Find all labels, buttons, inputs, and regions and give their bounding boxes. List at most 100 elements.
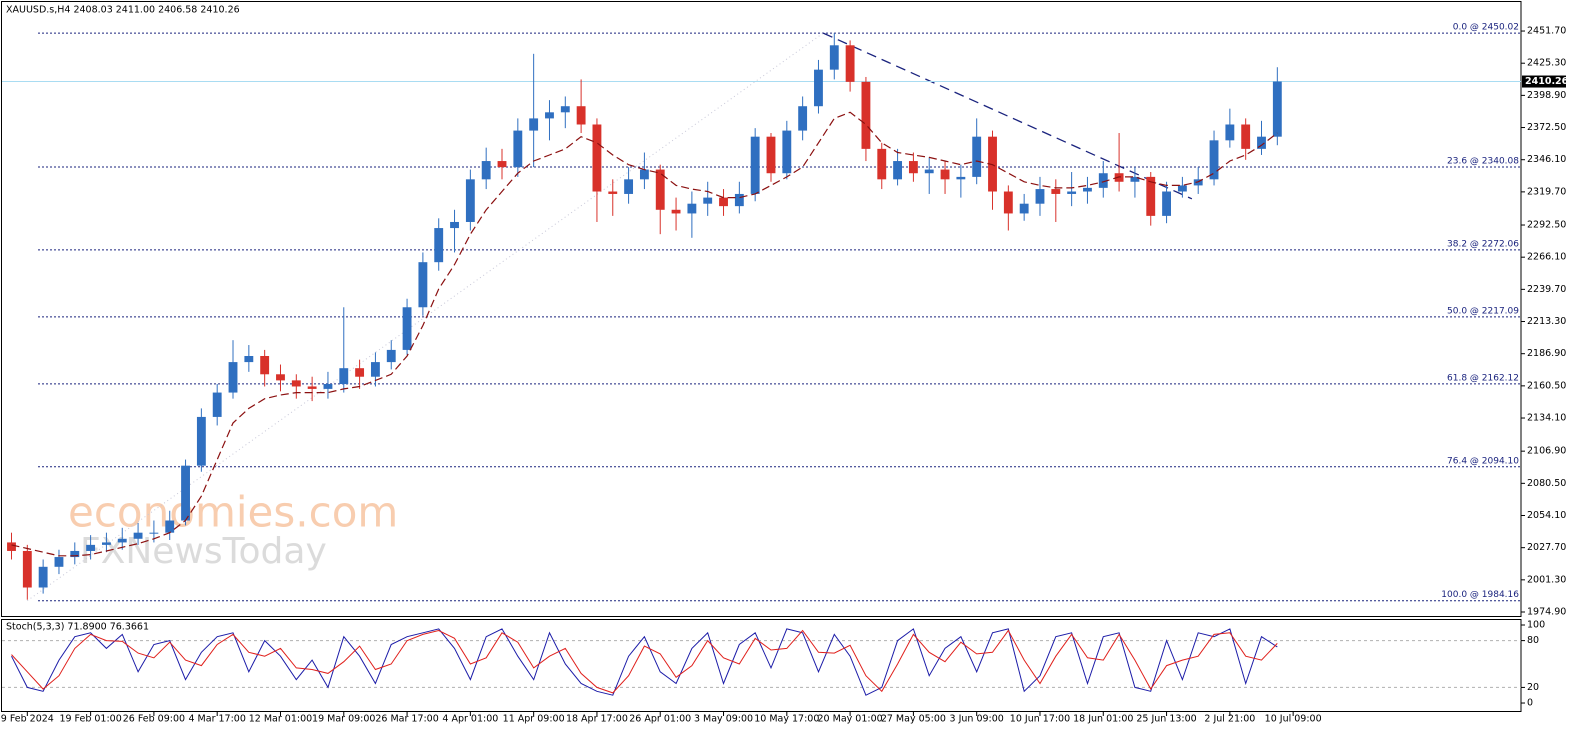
fib-label: 38.2 @ 2272.06	[1447, 239, 1519, 249]
candle-body	[798, 106, 808, 131]
candle-body	[22, 550, 32, 588]
candle-body	[845, 45, 855, 82]
x-tick-label: 4 Mar 17:00	[188, 714, 245, 725]
candle-body	[450, 221, 459, 229]
y-tick-label: 2106.90	[1527, 446, 1566, 457]
candle-body	[893, 161, 903, 180]
candle-body	[687, 203, 697, 214]
candle-body	[1241, 124, 1251, 149]
stoch-line	[11, 628, 1278, 696]
stoch-line	[11, 629, 1278, 694]
y-tick-label: 2292.50	[1527, 220, 1566, 231]
candle-body	[1019, 203, 1029, 214]
y-tick-label: 2451.70	[1527, 26, 1566, 37]
y-tick-label: 2080.50	[1527, 478, 1566, 489]
candle-body	[291, 380, 301, 387]
candle-body	[956, 176, 966, 180]
candle-body	[434, 228, 444, 263]
y-tick-label: 0	[1527, 698, 1533, 709]
y-tick-label: 2160.50	[1527, 380, 1566, 391]
candle-body	[513, 130, 523, 168]
y-tick-label: 2027.70	[1527, 542, 1566, 553]
y-tick-label: 2425.30	[1527, 58, 1566, 69]
x-tick-label: 26 Feb 09:00	[123, 714, 185, 725]
fib-anchor-line	[27, 32, 824, 602]
candle-body	[782, 130, 792, 174]
header: XAUUSD.s,H4 2408.03 2411.00 2406.58 2410…	[6, 5, 240, 16]
candle-body	[402, 307, 412, 350]
candle-body	[1209, 140, 1219, 180]
y-tick-label: 2001.30	[1527, 574, 1566, 585]
main-frame	[1, 1, 1522, 617]
candle-body	[1035, 189, 1045, 204]
candle-body	[1272, 81, 1282, 137]
candle-body	[592, 124, 602, 192]
candle-body	[1162, 191, 1171, 216]
candle-body	[465, 179, 475, 222]
candle-body	[766, 136, 776, 174]
candle-body	[196, 416, 206, 466]
candle-body	[1146, 176, 1156, 216]
candle-body	[212, 392, 222, 417]
candle-body	[1177, 185, 1187, 192]
candle-body	[639, 169, 649, 180]
candle-body	[750, 136, 760, 194]
candle-body	[228, 362, 238, 393]
x-tick-label: 25 Jun 13:00	[1136, 714, 1196, 725]
fib-label: 76.4 @ 2094.10	[1447, 456, 1519, 466]
candle-body	[624, 179, 634, 194]
candle-body	[1257, 136, 1266, 149]
candle-body	[703, 197, 713, 204]
y-tick-label: 2213.30	[1527, 316, 1566, 327]
candle-body	[529, 118, 539, 131]
y-tick-label: 20	[1527, 682, 1539, 693]
x-tick-label: 26 Apr 01:00	[629, 714, 691, 725]
x-tick-label: 18 Apr 17:00	[566, 714, 628, 725]
x-tick-label: 19 Mar 09:00	[312, 714, 375, 725]
candle-body	[7, 542, 16, 551]
candle-body	[1067, 191, 1077, 194]
y-tick-label: 1974.90	[1527, 607, 1566, 618]
candle-body	[1003, 191, 1013, 214]
candle-body	[1225, 124, 1235, 141]
y-tick-label: 2398.90	[1527, 90, 1566, 101]
candle-body	[829, 45, 839, 70]
candle-body	[814, 69, 823, 107]
candle-body	[370, 362, 380, 377]
candle-body	[655, 169, 665, 210]
x-tick-label: 3 Jun 09:00	[950, 714, 1004, 725]
candle-body	[719, 197, 728, 207]
x-tick-label: 10 Jun 17:00	[1010, 714, 1070, 725]
candle-body	[1083, 187, 1092, 192]
candle-body	[576, 106, 586, 125]
fib-label: 61.8 @ 2162.12	[1447, 373, 1519, 383]
candle-body	[560, 106, 570, 113]
x-tick-label: 9 Feb 2024	[1, 714, 54, 725]
candle-body	[940, 169, 950, 180]
x-tick-label: 11 Apr 09:00	[503, 714, 565, 725]
y-tick-label: 2054.10	[1527, 510, 1566, 521]
candle-body	[307, 386, 317, 389]
price-label-box	[1522, 75, 1566, 88]
watermark-brand: economies.com	[68, 488, 398, 537]
candle-body	[244, 356, 254, 363]
candle-body	[497, 161, 507, 168]
candle-body	[1098, 173, 1108, 188]
x-tick-label: 19 Feb 01:00	[59, 714, 121, 725]
y-tick-label: 2266.10	[1527, 252, 1566, 263]
candle-body	[608, 191, 618, 194]
x-tick-label: 18 Jun 01:00	[1073, 714, 1133, 725]
y-tick-label: 2346.10	[1527, 154, 1566, 165]
stoch-frame	[1, 619, 1522, 712]
candle-body	[1130, 176, 1140, 182]
x-tick-label: 12 Mar 01:00	[249, 714, 312, 725]
candle-body	[54, 557, 64, 567]
candle-body	[38, 566, 48, 588]
x-tick-label: 3 May 09:00	[694, 714, 753, 725]
y-tick-label: 2239.70	[1527, 284, 1566, 295]
fib-label: 0.0 @ 2450.02	[1453, 23, 1519, 33]
candle-body	[260, 356, 270, 375]
candle-body	[165, 520, 175, 533]
x-tick-label: 26 Mar 17:00	[375, 714, 438, 725]
candle-body	[545, 112, 554, 119]
